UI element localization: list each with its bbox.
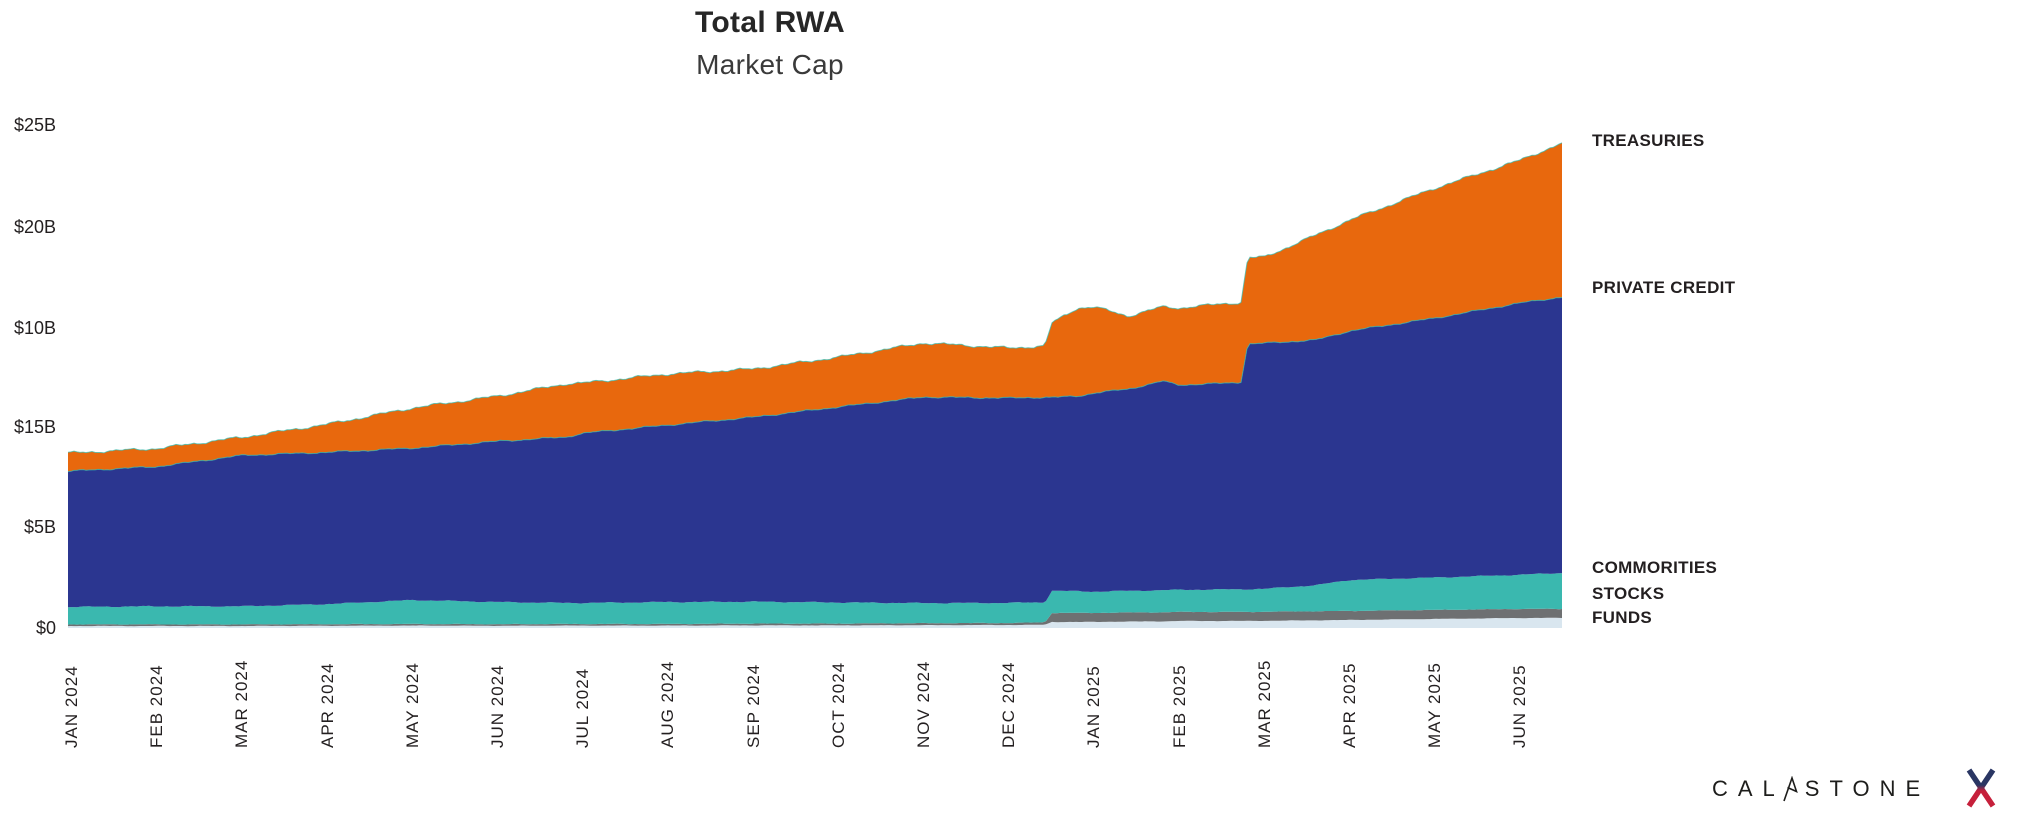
y-axis-label: $20B <box>13 217 56 237</box>
x-axis-label: MAR 2025 <box>1254 659 1274 748</box>
area-private-credit <box>68 297 1562 608</box>
area-commorities <box>68 573 1562 625</box>
x-axis-label: APR 2025 <box>1340 662 1359 749</box>
x-axis-label: JAN 2025 <box>1084 665 1104 748</box>
calastone-a-icon <box>1783 776 1798 802</box>
y-axis-label: $5B <box>23 517 56 537</box>
y-axis-label: $15B <box>13 417 56 437</box>
x-axis-label: OCT 2024 <box>828 661 848 748</box>
x-axis-label: JAN 2024 <box>62 665 81 748</box>
y-axis-label: $10B <box>13 318 56 338</box>
series-label-commorities: COMMORITIES <box>1592 558 1718 577</box>
x-axis-label: MAY 2024 <box>402 662 422 748</box>
x-axis-label: MAR 2024 <box>232 659 252 748</box>
x-axis-label: APR 2024 <box>317 662 337 749</box>
area-funds <box>68 617 1562 628</box>
series-label-treasuries: TREASURIES <box>1592 131 1705 150</box>
y-axis-label: $25B <box>13 115 56 135</box>
x-axis-label: NOV 2024 <box>914 660 933 748</box>
area-treasuries <box>68 142 1562 472</box>
chart-header: Total RWA Market Cap <box>0 6 1540 81</box>
x-axis-label: JUN 2025 <box>1510 664 1530 748</box>
series-label-private-credit: PRIVATE CREDIT <box>1592 278 1736 297</box>
calastone-wordmark-right: STONE <box>1804 776 1931 801</box>
calastone-wordmark-left: CAL <box>1712 776 1785 801</box>
series-label-stocks: STOCKS <box>1592 584 1665 603</box>
x-axis-label: MAY 2025 <box>1425 662 1445 748</box>
x-axis-label: JUN 2024 <box>488 664 507 748</box>
x-brand-icon <box>1966 768 1996 808</box>
series-label-funds: FUNDS <box>1592 608 1653 627</box>
page-subtitle: Market Cap <box>696 49 844 80</box>
area-top-edge-line <box>67 297 1563 473</box>
x-axis-label: FEB 2025 <box>1169 664 1189 748</box>
y-axis-label: $0 <box>35 618 56 638</box>
x-axis-label: SEP 2024 <box>743 663 763 748</box>
x-axis-label: FEB 2024 <box>147 664 167 748</box>
area-stocks <box>68 608 1562 627</box>
x-axis-label: AUG 2024 <box>658 660 678 748</box>
page-title: Total RWA <box>695 6 845 39</box>
calastone-logo: CAL STONE <box>1712 776 1930 802</box>
area-top-edge-line <box>67 142 1563 454</box>
x-axis-label: DEC 2024 <box>999 661 1019 748</box>
x-axis-label: JUL 2024 <box>573 667 593 748</box>
